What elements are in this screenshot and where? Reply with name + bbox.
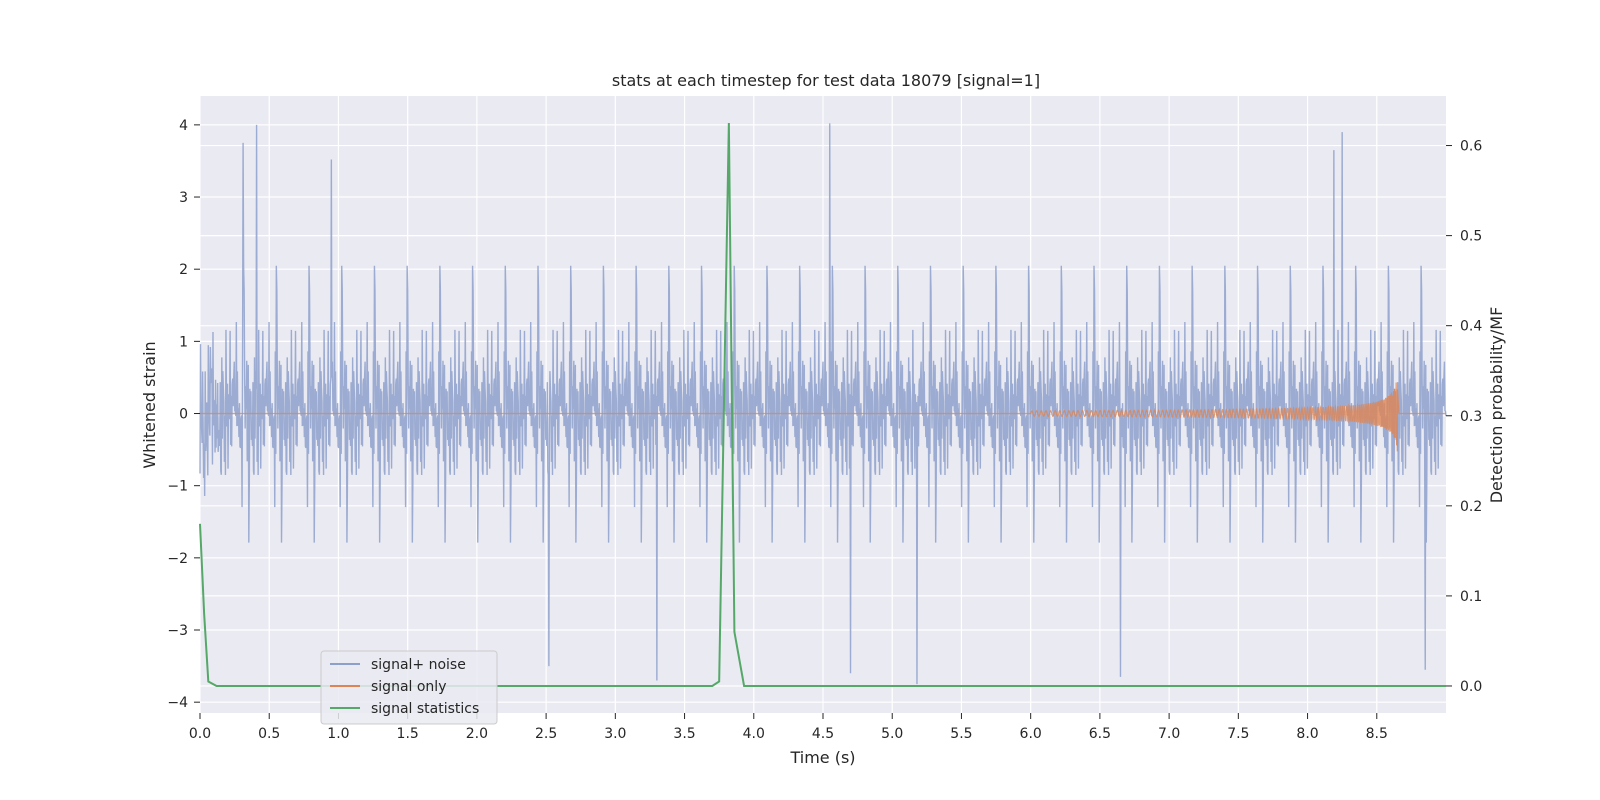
y-left-tick-label: 3 xyxy=(179,190,188,206)
y-left-tick-label: −2 xyxy=(167,551,188,567)
signal-noise-series xyxy=(199,123,1447,685)
legend-label-signal-noise: signal+ noise xyxy=(371,657,466,673)
y-left-axis-ticks: −4 −3 −2 −1 0 1 2 3 4 xyxy=(167,118,200,711)
x-tick-label: 4.5 xyxy=(812,726,834,742)
x-tick-label: 8.5 xyxy=(1366,726,1388,742)
x-tick-label: 6.5 xyxy=(1089,726,1111,742)
y-right-tick-label: 0.6 xyxy=(1460,139,1482,155)
signal-noise-line xyxy=(199,123,1447,685)
y-right-tick-label: 0.2 xyxy=(1460,499,1482,515)
y-right-tick-label: 0.0 xyxy=(1460,679,1482,695)
signal-statistics-series xyxy=(199,123,1446,687)
y-left-tick-label: −3 xyxy=(167,623,188,639)
y-right-tick-label: 0.1 xyxy=(1460,589,1482,605)
y-right-axis-ticks: 0.0 0.1 0.2 0.3 0.4 0.5 0.6 xyxy=(1446,139,1482,695)
x-tick-label: 0.5 xyxy=(258,726,280,742)
y-left-tick-label: 2 xyxy=(179,262,188,278)
y-right-tick-label: 0.3 xyxy=(1460,409,1482,425)
x-tick-label: 6.0 xyxy=(1020,726,1042,742)
x-tick-label: 5.0 xyxy=(881,726,903,742)
y-left-tick-label: 1 xyxy=(179,334,188,350)
x-tick-label: 2.0 xyxy=(466,726,488,742)
x-axis-label: Time (s) xyxy=(789,748,855,767)
x-tick-label: 4.0 xyxy=(743,726,765,742)
signal-only-series xyxy=(200,382,1446,452)
x-axis-ticks: 0.0 0.5 1.0 1.5 2.0 2.5 3.0 3.5 4.0 4.5 5.0 5.5 6.0 6… xyxy=(189,713,1388,742)
x-tick-label: 7.5 xyxy=(1227,726,1249,742)
y-right-tick-label: 0.4 xyxy=(1460,319,1482,335)
x-tick-label: 7.0 xyxy=(1158,726,1180,742)
legend-label-signal-only: signal only xyxy=(371,679,446,695)
chart-title: stats at each timestep for test data 180… xyxy=(612,71,1040,90)
signal-statistics-line xyxy=(199,123,1446,687)
legend-box xyxy=(320,650,498,725)
x-tick-label: 1.0 xyxy=(327,726,349,742)
x-tick-label: 1.5 xyxy=(397,726,419,742)
y-left-tick-label: −4 xyxy=(167,695,188,711)
x-tick-label: 8.0 xyxy=(1296,726,1318,742)
signal-only-line xyxy=(200,382,1446,452)
x-tick-label: 3.0 xyxy=(604,726,626,742)
y-left-tick-label: 4 xyxy=(179,118,188,134)
y-left-axis-label: Whitened strain xyxy=(140,341,159,468)
x-tick-label: 2.5 xyxy=(535,726,557,742)
y-left-tick-label: −1 xyxy=(167,479,188,495)
y-right-axis-label: Detection probability/MF xyxy=(1487,307,1506,504)
x-tick-label: 5.5 xyxy=(950,726,972,742)
x-tick-label: 3.5 xyxy=(673,726,695,742)
legend-label-signal-statistics: signal statistics xyxy=(371,701,479,717)
legend: signal+ noise signal only signal statist… xyxy=(320,650,498,725)
y-left-tick-label: 0 xyxy=(179,407,188,423)
y-right-tick-label: 0.5 xyxy=(1460,229,1482,245)
x-tick-label: 0.0 xyxy=(189,726,211,742)
